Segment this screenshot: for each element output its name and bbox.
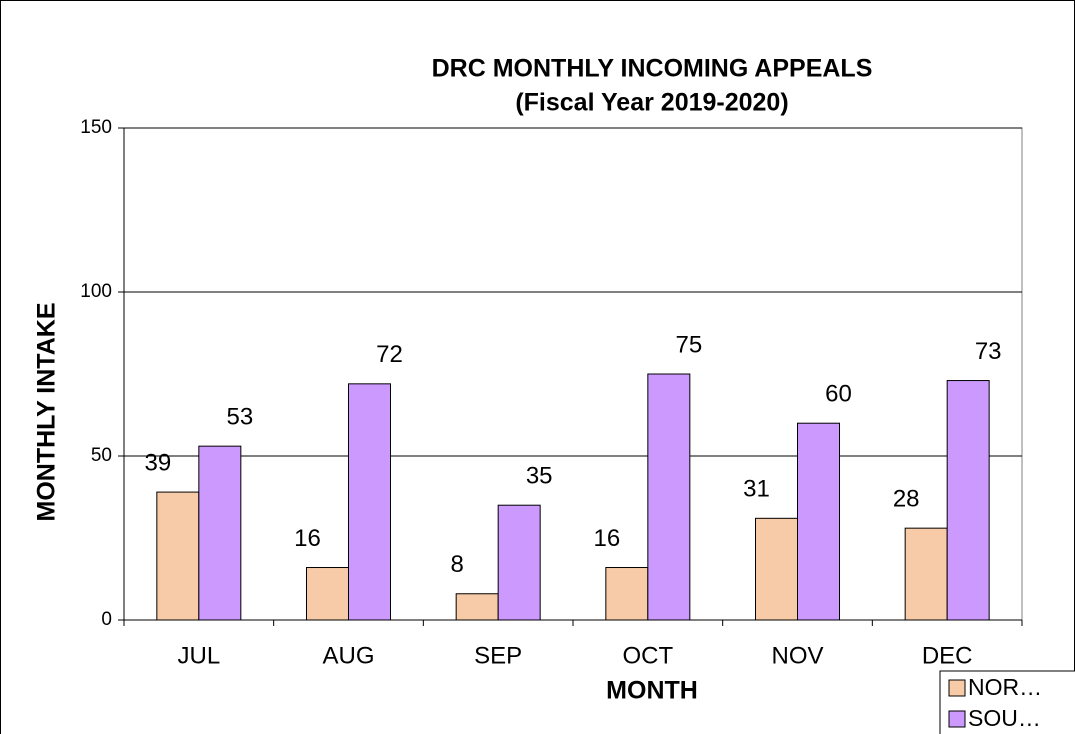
chart-subtitle: (Fiscal Year 2019-2020) <box>515 89 788 117</box>
data-label: 35 <box>526 463 553 490</box>
x-tick-label: OCT <box>622 642 673 669</box>
data-label: 8 <box>450 551 463 578</box>
data-label: 60 <box>825 381 852 408</box>
bar <box>797 422 840 621</box>
y-tick-label: 50 <box>91 445 112 466</box>
data-label: 28 <box>893 486 920 513</box>
bar <box>904 527 948 621</box>
data-label: 53 <box>226 404 253 431</box>
data-label: 75 <box>675 331 702 358</box>
y-tick-label: 150 <box>80 117 112 138</box>
legend-swatch <box>948 679 966 697</box>
bar <box>156 491 200 621</box>
legend-swatch <box>948 710 966 728</box>
x-tick-label: DEC <box>922 642 973 669</box>
x-axis-label: MONTH <box>606 677 698 705</box>
data-label: 72 <box>376 341 403 368</box>
x-tick-label: JUL <box>177 642 220 669</box>
data-label: 16 <box>593 525 620 552</box>
legend-label: SOU… <box>968 705 1041 731</box>
x-tick-label: NOV <box>771 642 823 669</box>
bar <box>497 504 541 621</box>
bar <box>647 373 691 621</box>
bar <box>946 380 990 621</box>
bar <box>755 517 798 621</box>
x-tick-label: AUG <box>322 642 374 669</box>
bar <box>198 445 242 621</box>
bar <box>348 383 391 621</box>
legend-label: NOR… <box>968 674 1042 700</box>
y-tick-label: 0 <box>101 609 112 630</box>
y-tick-label: 100 <box>80 281 112 302</box>
y-axis-label: MONTHLY INTAKE <box>33 303 61 522</box>
x-tick-label: SEP <box>474 642 522 669</box>
bar <box>605 567 649 621</box>
data-label: 39 <box>144 449 171 476</box>
plot-area <box>123 127 1023 621</box>
data-label: 31 <box>743 476 770 503</box>
bar <box>455 593 499 621</box>
data-label: 16 <box>294 525 321 552</box>
data-label: 73 <box>975 338 1002 365</box>
bar <box>306 567 349 621</box>
chart-title: DRC MONTHLY INCOMING APPEALS <box>432 55 873 83</box>
